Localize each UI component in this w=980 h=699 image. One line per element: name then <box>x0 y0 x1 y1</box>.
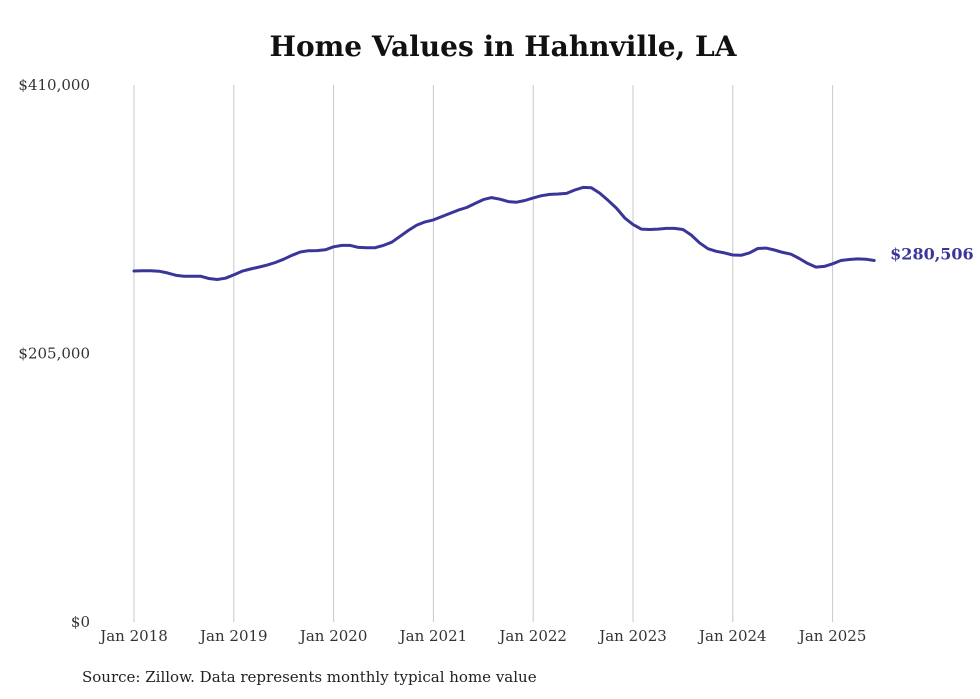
last-value-label: $280,506 <box>890 245 974 264</box>
chart-title: Home Values in Hahnville, LA <box>269 30 737 63</box>
x-tick-label: Jan 2024 <box>697 627 767 645</box>
x-tick-label: Jan 2022 <box>497 627 567 645</box>
y-tick-label: $0 <box>71 613 90 631</box>
x-tick-label: Jan 2021 <box>398 627 468 645</box>
x-axis-tick-labels: Jan 2018 Jan 2019 Jan 2020 Jan 2021 Jan 2022… <box>98 627 866 645</box>
x-tick-label: Jan 2023 <box>597 627 667 645</box>
y-tick-label: $205,000 <box>18 345 90 363</box>
vertical-gridlines <box>133 85 834 622</box>
home-value-line <box>132 185 876 281</box>
y-axis-tick-labels: $410,000 $205,000 $0 <box>18 76 90 631</box>
source-note: Source: Zillow. Data represents monthly … <box>82 668 537 686</box>
x-tick-label: Jan 2020 <box>298 627 368 645</box>
y-tick-label: $410,000 <box>18 76 90 94</box>
x-tick-label: Jan 2019 <box>198 627 268 645</box>
x-tick-label: Jan 2025 <box>797 627 867 645</box>
x-tick-label: Jan 2018 <box>98 627 168 645</box>
